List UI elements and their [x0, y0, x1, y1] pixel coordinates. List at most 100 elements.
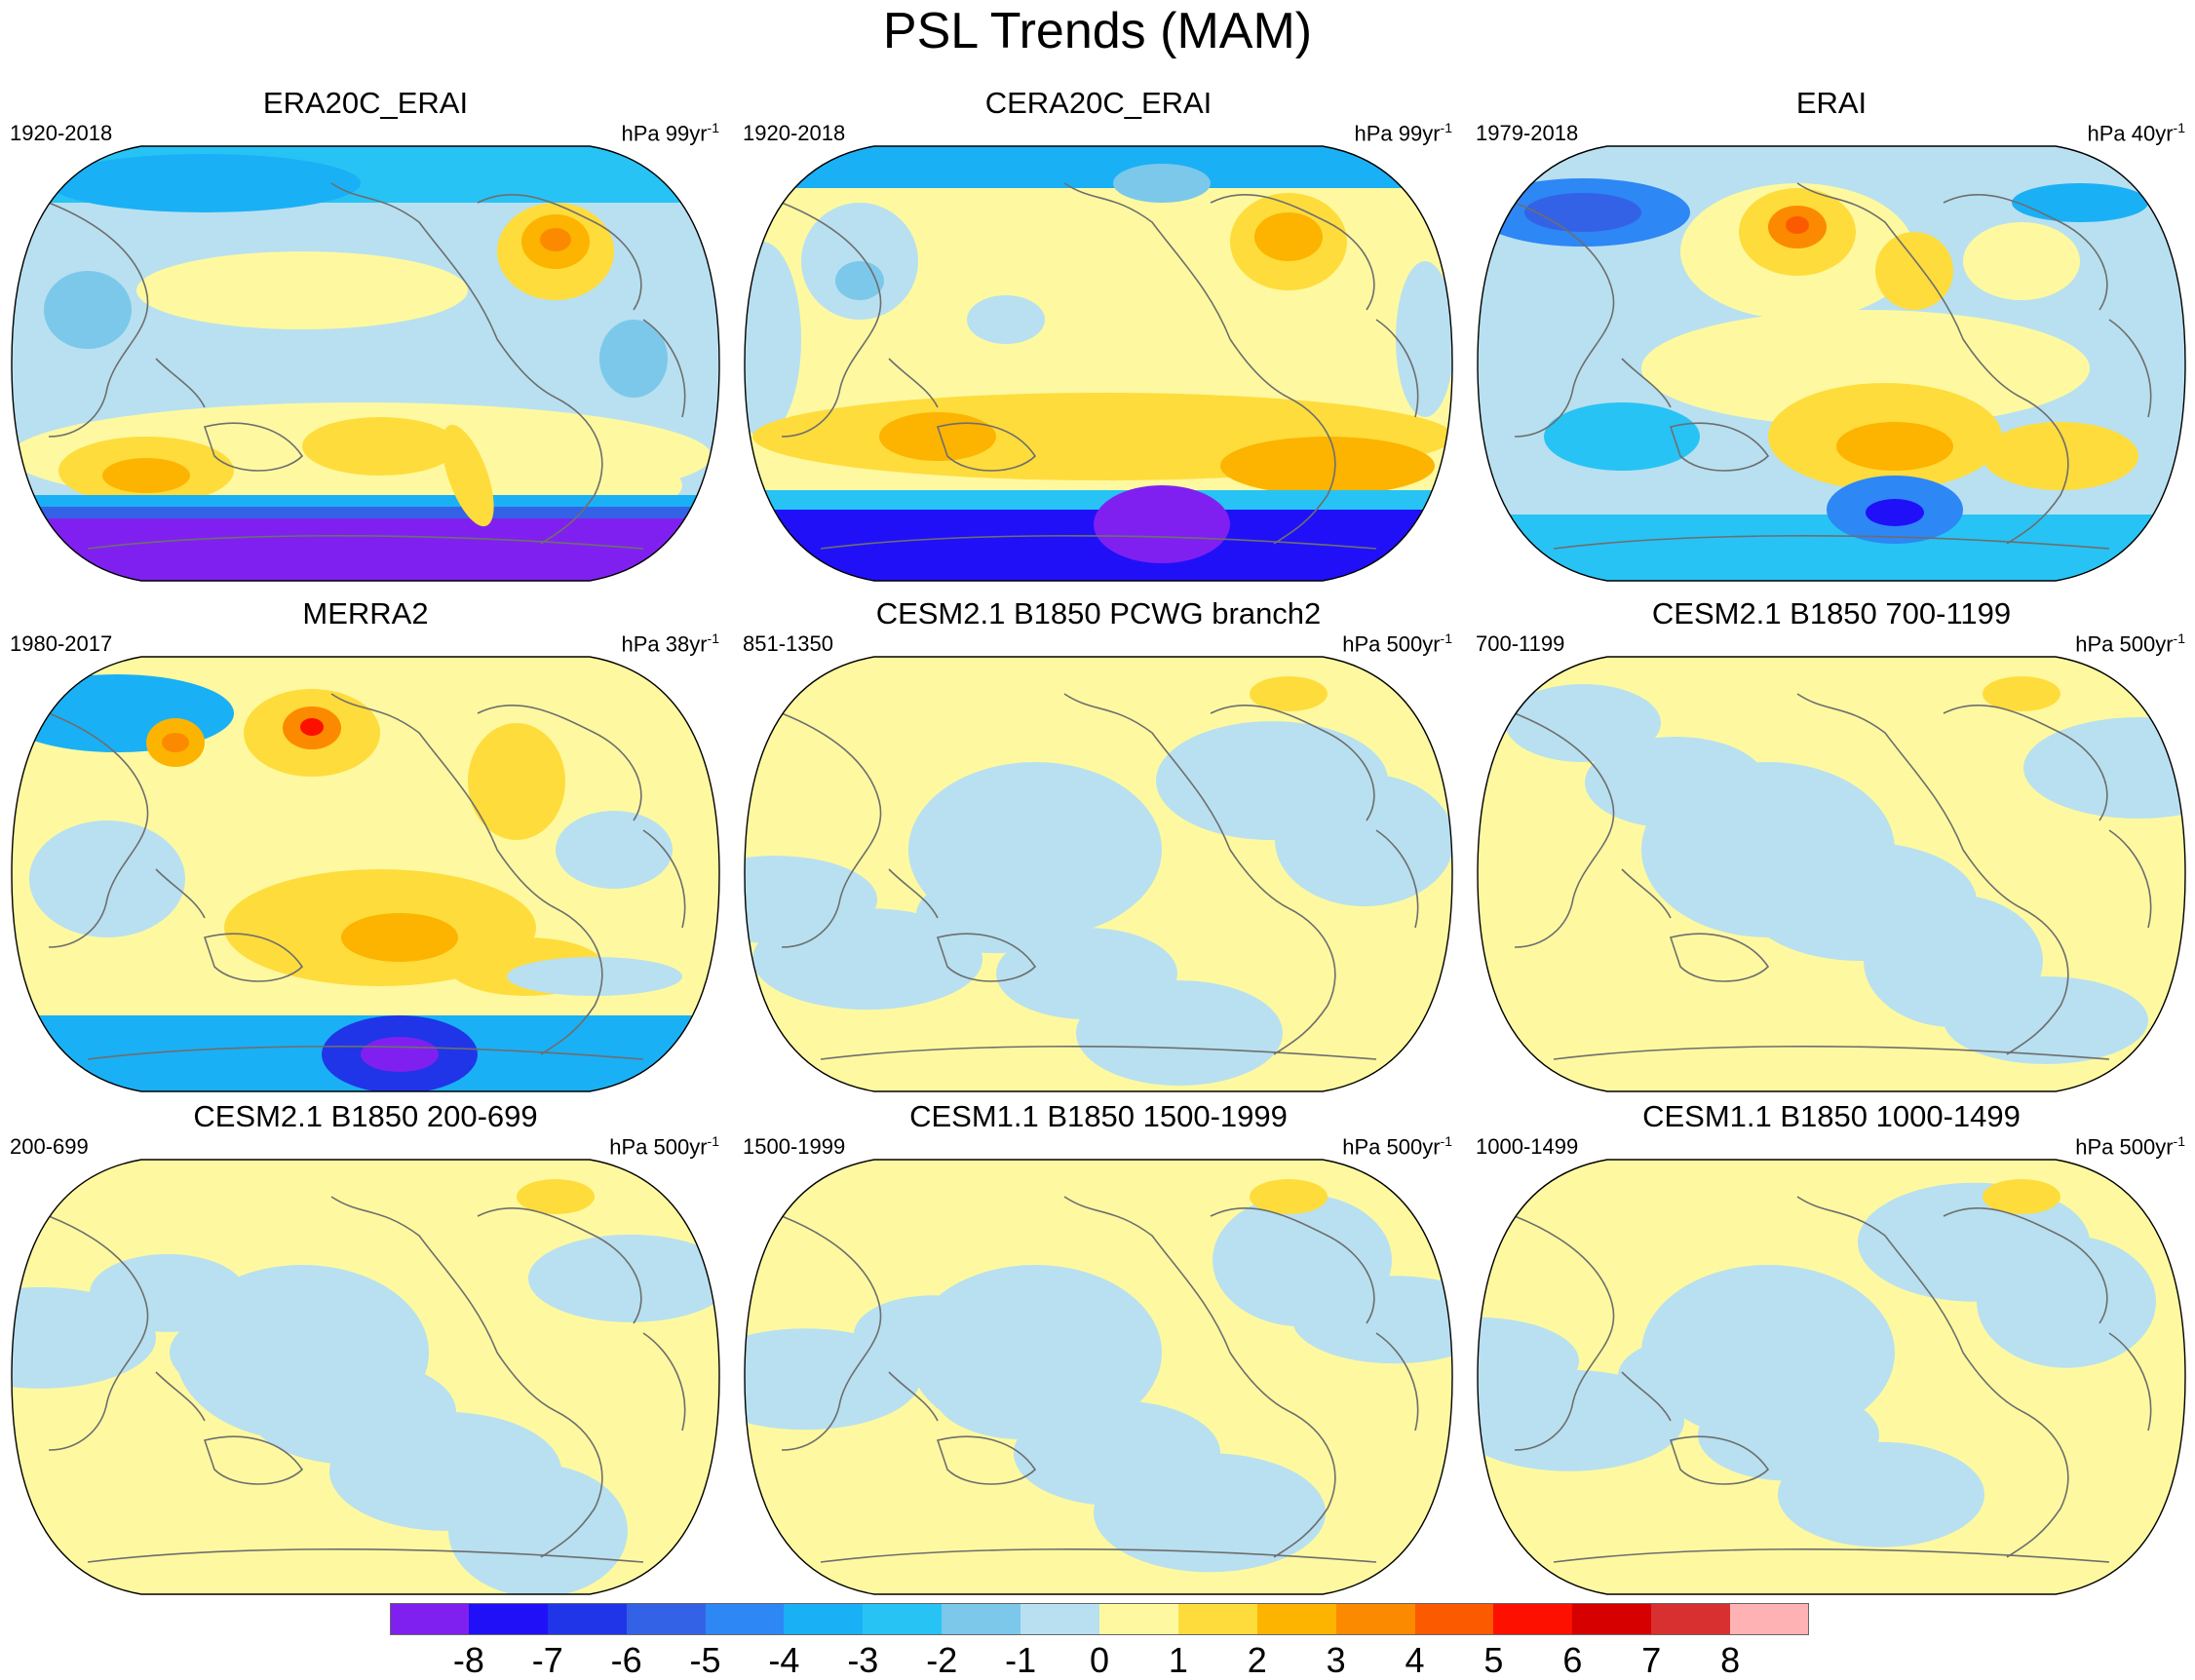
colorbar-tick-label: 8 [1720, 1640, 1741, 1680]
map-panel: CERA20C_ERAI 1920-2018 hPa 99yr-1 [733, 86, 1464, 612]
map-frame [11, 145, 720, 582]
coastline-segment [888, 868, 939, 919]
panel-units: hPa 40yr-1 [2087, 120, 2185, 146]
colorbar-tick-label: 4 [1405, 1640, 1425, 1680]
coastline-segment [1553, 1046, 2110, 1060]
coastline-segment [1063, 1196, 1290, 1412]
coastline-segment [1553, 1548, 2110, 1563]
negative-region [908, 762, 1162, 937]
panel-units: hPa 99yr-1 [1354, 120, 1452, 146]
colorbar-box [784, 1603, 864, 1635]
colorbar-box [705, 1603, 785, 1635]
trend-field [745, 657, 1452, 1091]
units-exponent: -1 [707, 630, 719, 646]
coastline-segment [642, 319, 686, 418]
coastline-segment [87, 535, 644, 550]
units-exponent: -1 [1440, 120, 1452, 135]
panel-title: CESM1.1 B1850 1000-1499 [1642, 1099, 2021, 1133]
coastline-segment [203, 933, 304, 982]
map-frame [1477, 656, 2186, 1092]
colorbar-tick-label: -4 [768, 1640, 800, 1680]
colorbar-tick-label: 6 [1562, 1640, 1583, 1680]
colorbar-box [390, 1603, 470, 1635]
coastline-segment [1210, 705, 1375, 821]
trend-contour [29, 821, 185, 937]
colorbar-tick-label: 7 [1641, 1640, 1662, 1680]
trend-contour [1786, 216, 1809, 234]
coastline-segment [2108, 319, 2152, 418]
colorbar-box [1730, 1603, 1810, 1635]
panel-title: CERA20C_ERAI [984, 86, 1213, 120]
trend-field [12, 1160, 719, 1594]
trend-map [1477, 656, 2186, 1092]
coastline [1514, 182, 2152, 550]
positive-region [1983, 676, 2060, 711]
panel-units: hPa 99yr-1 [621, 120, 719, 146]
negative-region [1076, 980, 1283, 1087]
coastline-segment [203, 1435, 304, 1485]
negative-region [745, 1328, 920, 1431]
coastline-segment [1273, 1410, 1336, 1558]
panel-period: 1980-2017 [10, 631, 113, 656]
panel-period: 1000-1499 [1476, 1134, 1579, 1159]
trend-contour [1524, 193, 1641, 232]
negative-region [1778, 1441, 1984, 1547]
trend-contour [540, 228, 571, 251]
coastline-segment [477, 194, 642, 311]
panel-units: hPa 500yr-1 [2075, 630, 2185, 657]
units-exponent: -1 [1440, 1133, 1452, 1149]
coastline-segment [1621, 1371, 1672, 1422]
panel-period: 1920-2018 [10, 121, 113, 145]
positive-region [1250, 1179, 1328, 1214]
colorbar-box [1493, 1603, 1573, 1635]
colorbar-box [1414, 1603, 1494, 1635]
coastline-segment [781, 202, 882, 438]
panel-period: 1500-1999 [743, 1134, 846, 1159]
trend-map [11, 1159, 720, 1595]
negative-region [1641, 762, 1895, 937]
negative-region [752, 908, 982, 1011]
coastline-segment [48, 712, 149, 948]
coastline-segment [1796, 182, 2022, 399]
coastline-segment [1621, 358, 1672, 408]
colorbar-box [626, 1603, 707, 1635]
coastline-segment [330, 693, 557, 909]
units-exponent: -1 [1440, 630, 1452, 646]
coastline-segment [1943, 705, 2108, 821]
coastline-segment [1514, 1215, 1615, 1451]
trend-map [1477, 145, 2186, 582]
andes-positive [442, 424, 494, 527]
trend-map [11, 145, 720, 582]
trend-field [745, 1160, 1452, 1594]
trend-contour [2012, 183, 2148, 222]
coastline-segment [1210, 1207, 1375, 1324]
trend-map [744, 656, 1453, 1092]
colorbar-box [468, 1603, 549, 1635]
coastline [1514, 1196, 2152, 1563]
trend-contour [1220, 437, 1435, 495]
coastline-segment [1375, 319, 1419, 418]
colorbar-tick-label: 2 [1247, 1640, 1267, 1680]
negative-region [908, 1265, 1162, 1440]
coastline-segment [820, 535, 1377, 550]
coastline [781, 182, 1419, 550]
antarctic-band [1478, 515, 2185, 581]
coastline-segment [1553, 535, 2110, 550]
coastline-segment [1375, 829, 1419, 929]
colorbar-box [1099, 1603, 1179, 1635]
trend-contour [879, 412, 996, 461]
colorbar-tick-label: 5 [1483, 1640, 1504, 1680]
trend-contour [745, 242, 801, 437]
panel-title: CESM2.1 B1850 700-1199 [1651, 596, 2012, 630]
trend-map [1477, 1159, 2186, 1595]
panel-period: 200-699 [10, 1134, 89, 1159]
coastline-segment [936, 1435, 1037, 1485]
panel-title: CESM2.1 B1850 200-699 [193, 1099, 538, 1133]
coastline [781, 1196, 1419, 1563]
coastline-segment [1273, 907, 1336, 1055]
trend-contour [1641, 310, 2090, 427]
panel-title: ERA20C_ERAI [262, 86, 469, 120]
negative-region [1944, 976, 2148, 1064]
colorbar-box [863, 1603, 943, 1635]
map-frame [1477, 145, 2186, 582]
